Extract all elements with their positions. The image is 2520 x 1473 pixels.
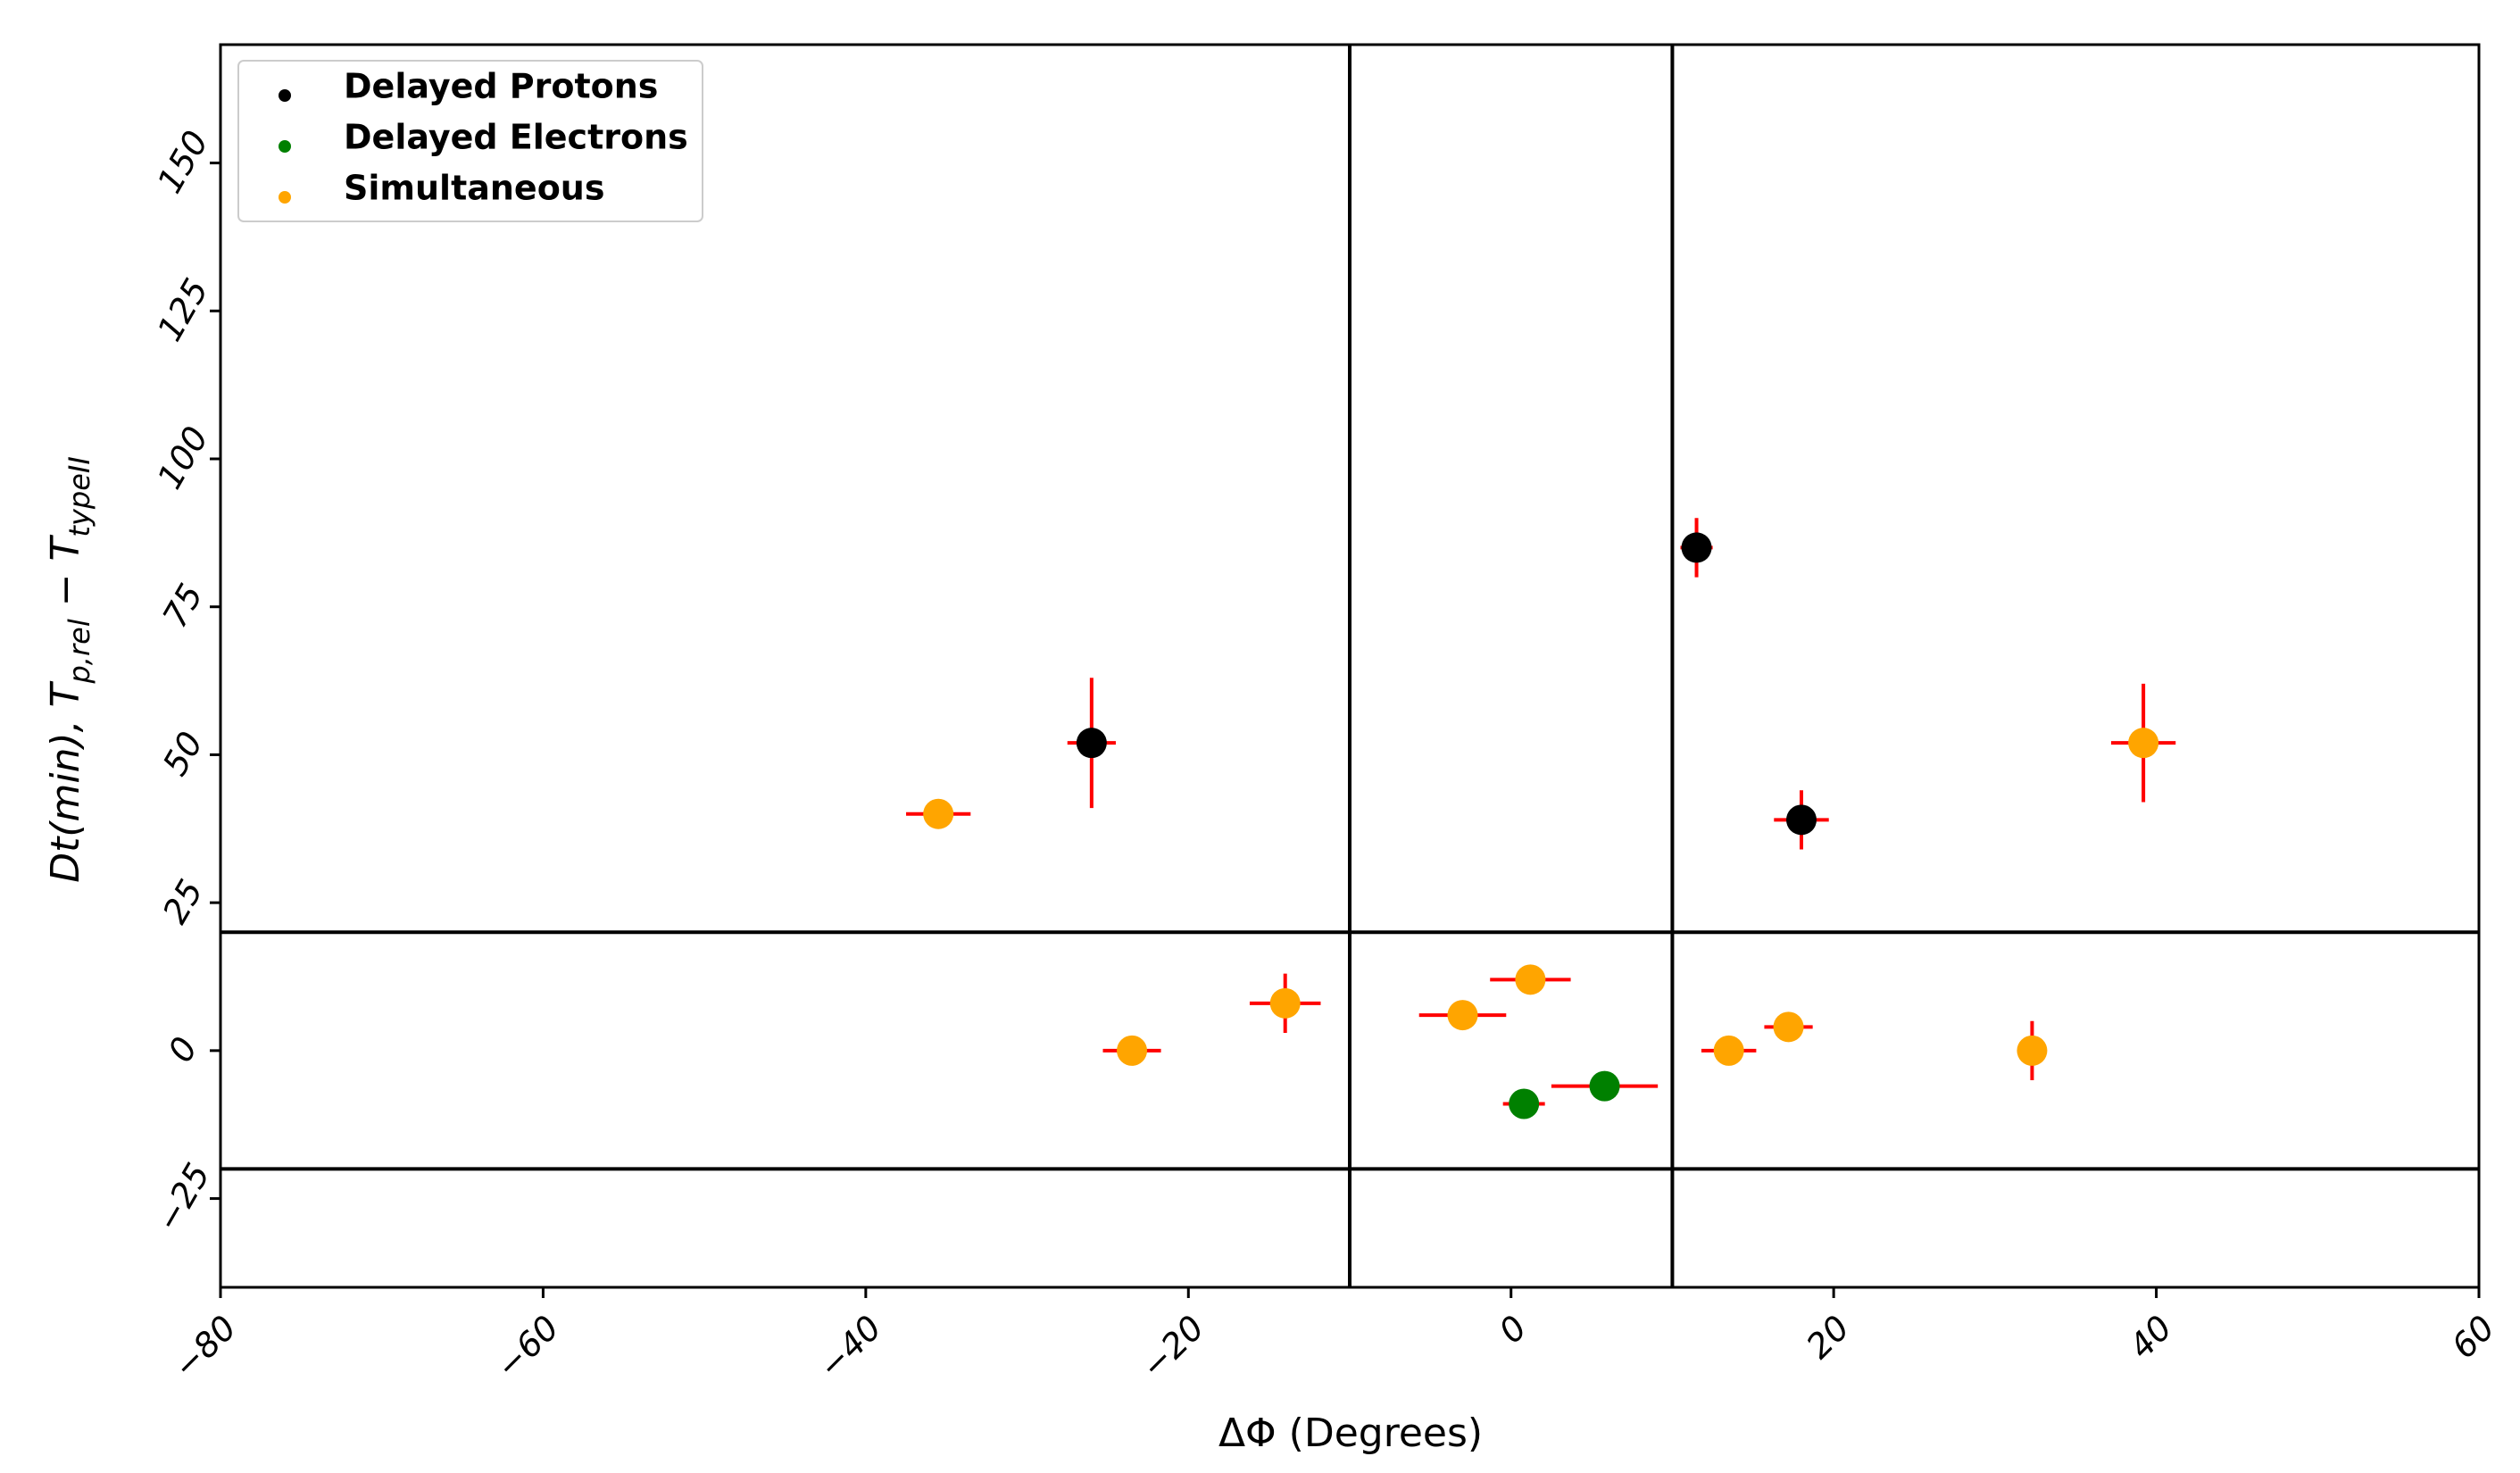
data-markers: [923, 532, 2159, 1119]
delayed-protons-point: [1786, 804, 1817, 836]
legend-marker-delayed-protons: [279, 89, 291, 102]
y-axis-label-sub1: p,rel: [62, 619, 96, 684]
y-axis-label-main: Dt(min), T: [43, 680, 88, 882]
delayed-electrons-point: [1589, 1070, 1620, 1102]
legend-box: [237, 60, 703, 222]
simultaneous-point: [2017, 1035, 2048, 1066]
simultaneous-point: [1117, 1035, 1148, 1066]
y-axis-label-sub2: typeII: [62, 456, 96, 537]
simultaneous-point: [1773, 1011, 1804, 1043]
delayed-electrons-point: [1509, 1088, 1540, 1119]
simultaneous-point: [2128, 728, 2159, 759]
delayed-protons-point: [1076, 728, 1107, 759]
y-axis-label-mid: − T: [43, 534, 88, 619]
simultaneous-point: [1447, 1000, 1478, 1031]
plot-frame: [219, 43, 2481, 1289]
y-axis-label: Dt(min), Tp,rel − TtypeII: [43, 456, 96, 883]
legend-marker-simultaneous: [279, 191, 291, 204]
simultaneous-point: [923, 798, 954, 829]
legend-label-simultaneous: Simultaneous: [344, 169, 604, 208]
delayed-protons-point: [1681, 532, 1712, 563]
x-axis-label: ΔΦ (Degrees): [1218, 1411, 1483, 1456]
reference-lines: [220, 45, 2479, 1287]
legend-label-delayed-protons: Delayed Protons: [344, 67, 658, 106]
legend: Delayed Protons Delayed Electrons Simultan…: [237, 60, 703, 222]
simultaneous-point: [1269, 987, 1301, 1019]
legend-label-delayed-electrons: Delayed Electrons: [344, 118, 688, 157]
simultaneous-point: [1713, 1035, 1744, 1066]
legend-marker-delayed-electrons: [279, 140, 291, 153]
simultaneous-point: [1515, 964, 1546, 995]
